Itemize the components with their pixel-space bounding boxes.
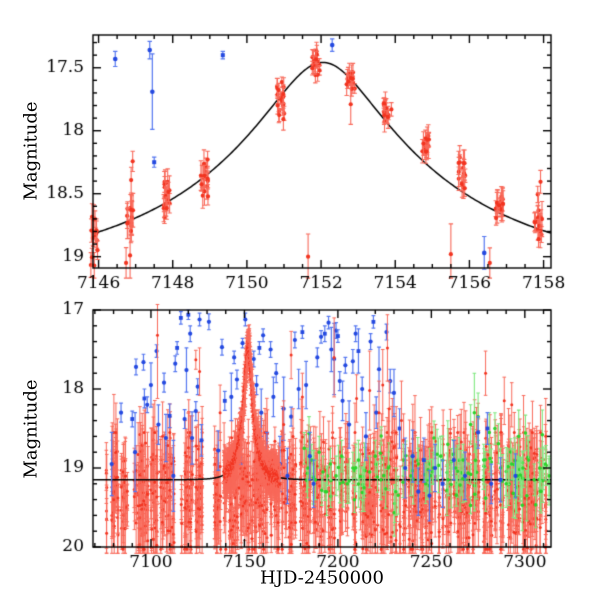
bottom-panel-x-axis-title: HJD-2450000	[260, 567, 384, 589]
top-panel-y-axis-title: Magnitude	[20, 101, 42, 201]
bottom-panel-y-axis-title: Magnitude	[20, 379, 42, 479]
